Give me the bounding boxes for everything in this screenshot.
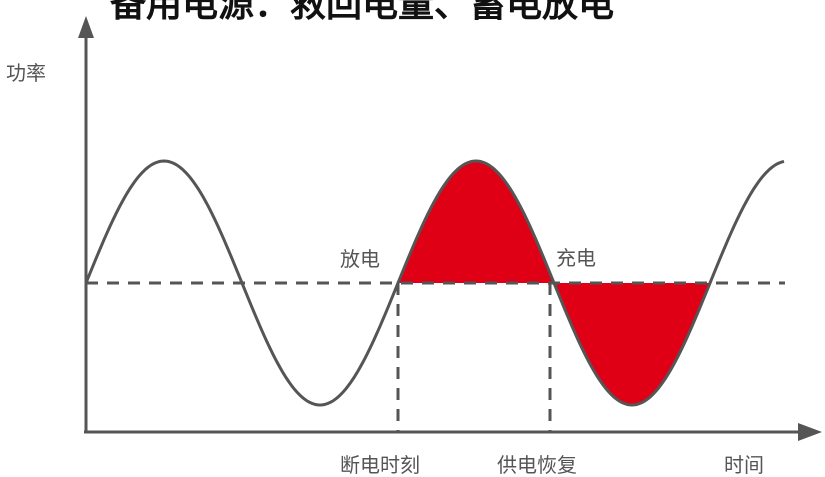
charge-region <box>554 283 710 405</box>
power-curve <box>84 159 785 407</box>
power-restored-label: 供电恢复 <box>497 453 577 477</box>
x-axis-label: 时间 <box>724 453 764 477</box>
outage-moment-label: 断电时刻 <box>340 453 420 477</box>
y-axis-label: 功率 <box>6 61 46 85</box>
x-axis-arrow-icon <box>798 423 822 441</box>
discharge-region <box>398 161 554 283</box>
diagram-title: 备用电源：救回电量、蓄电放电 <box>110 0 614 25</box>
charge-label: 充电 <box>556 246 596 270</box>
y-axis-arrow-icon <box>78 16 94 38</box>
discharge-label: 放电 <box>340 247 380 271</box>
